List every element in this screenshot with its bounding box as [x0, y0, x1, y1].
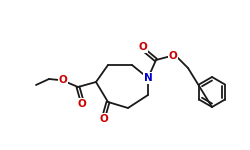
Text: O: O	[168, 51, 177, 61]
Text: O: O	[58, 75, 68, 85]
Text: N: N	[144, 73, 152, 83]
Text: O: O	[78, 99, 86, 109]
Text: O: O	[100, 114, 108, 124]
Text: O: O	[138, 42, 147, 52]
